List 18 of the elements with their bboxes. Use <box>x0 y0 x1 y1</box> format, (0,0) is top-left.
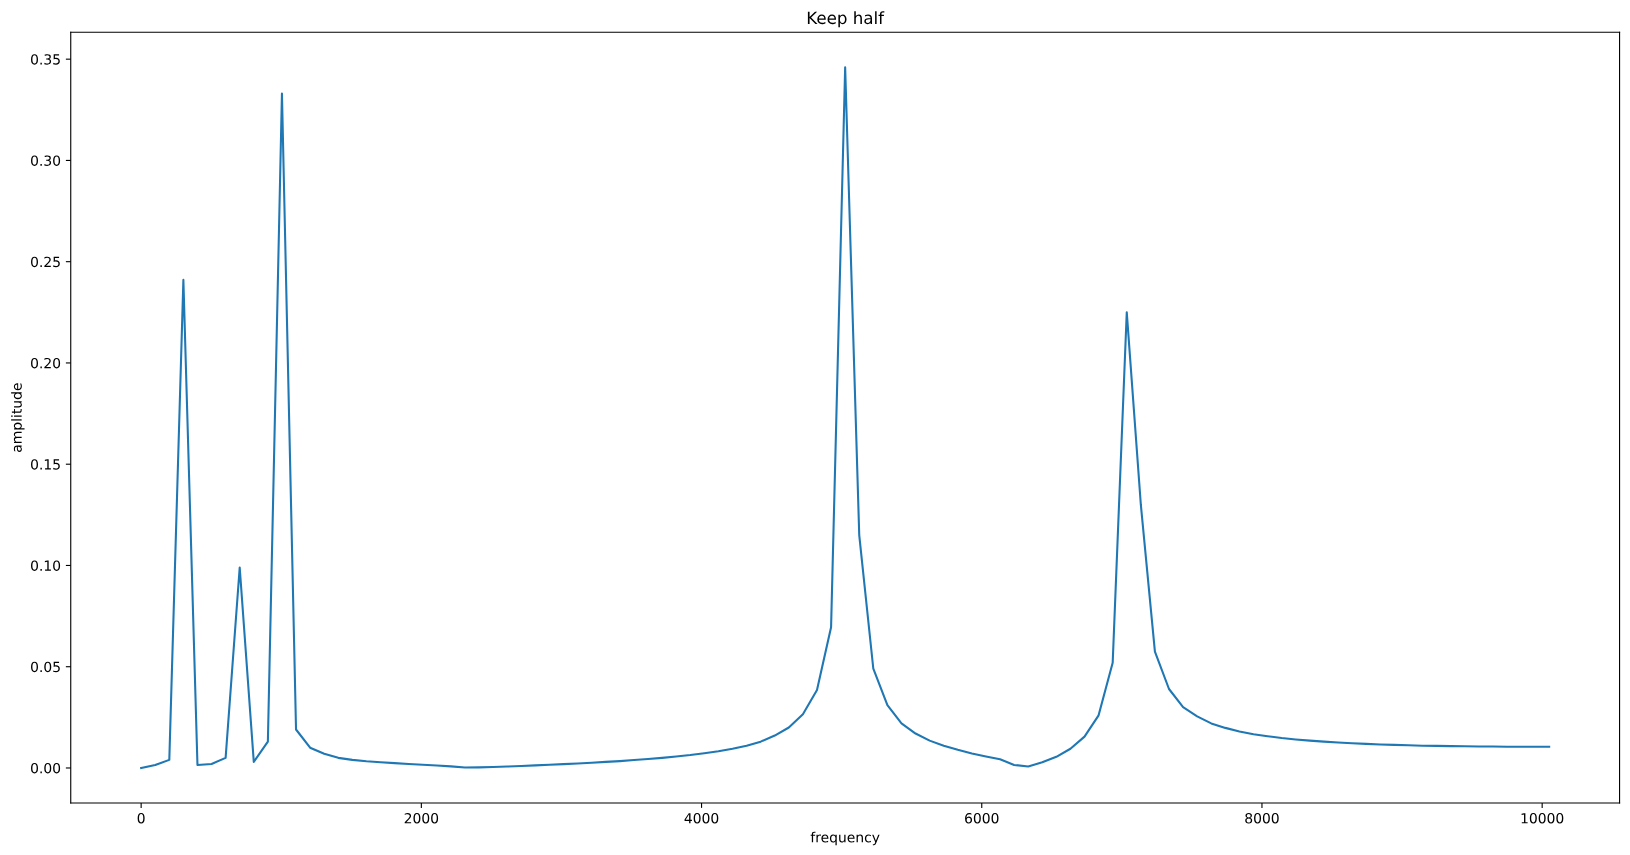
x-tick-label: 8000 <box>1245 812 1279 824</box>
y-tick-label: 0.35 <box>31 54 60 65</box>
y-tick-label: 0.00 <box>31 762 61 774</box>
line-series <box>140 66 1551 770</box>
x-tick-label: 6000 <box>965 812 999 824</box>
y-tick-label: 0.10 <box>31 560 61 571</box>
y-tick-label: 0.30 <box>31 155 61 166</box>
y-tick-label: 0.05 <box>31 661 60 673</box>
chart-title: Keep half <box>807 11 885 28</box>
y-tick-label: 0.20 <box>31 357 61 369</box>
y-axis-title: amplitude <box>11 383 25 452</box>
y-tick-label: 0.25 <box>31 256 60 268</box>
x-tick-label: 10000 <box>1521 812 1564 824</box>
x-tick-label: 4000 <box>684 812 719 824</box>
x-axis-title: frequency <box>810 831 880 846</box>
y-tick-label: 0.15 <box>31 459 60 470</box>
x-tick-label: 0 <box>137 812 145 824</box>
x-tick-label: 2000 <box>404 812 439 824</box>
